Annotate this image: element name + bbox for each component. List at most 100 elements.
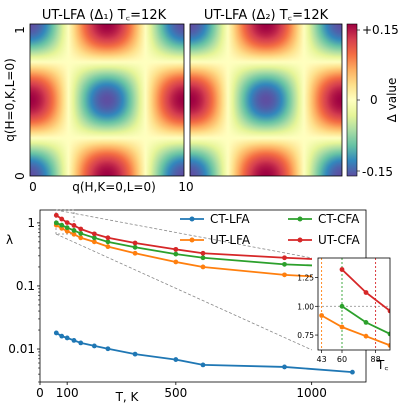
inset-axes: 43 60 88 0.75 1.00 1.25 bbox=[297, 274, 380, 364]
point-ct-lfa bbox=[350, 369, 355, 375]
line-chart-xlabel: T, K bbox=[115, 390, 140, 404]
point-ct-cfa bbox=[71, 227, 77, 233]
point-ct-cfa bbox=[173, 251, 179, 257]
inset-point-ut-cfa bbox=[363, 290, 369, 295]
inset-background bbox=[312, 258, 392, 350]
inset-frame bbox=[317, 257, 391, 351]
inset-ytick-label-1: 1.00 bbox=[297, 302, 314, 311]
point-ct-lfa bbox=[53, 330, 59, 336]
xtick-label-100: 100 bbox=[56, 386, 79, 400]
heatmap1-ytick-top: 1 bbox=[13, 26, 27, 34]
heatmap1-image bbox=[30, 24, 184, 176]
xtick-label-0: 0 bbox=[36, 386, 44, 400]
inset-point-ct-cfa bbox=[387, 331, 390, 337]
point-ct-lfa bbox=[91, 343, 97, 349]
xtick-label-1000: 1000 bbox=[296, 386, 327, 400]
inset-point-ut-cfa bbox=[387, 308, 390, 314]
heatmap2-frame bbox=[189, 23, 343, 177]
inset-point-ct-cfa bbox=[363, 320, 369, 325]
colorbar-label: Δ value bbox=[385, 78, 399, 123]
point-ut-cfa bbox=[64, 220, 70, 226]
legend-marker-ct-lfa bbox=[189, 216, 195, 222]
point-ut-lfa bbox=[64, 228, 70, 234]
heatmap1-ylabel: q(H=0,K,L=0) bbox=[3, 58, 17, 142]
heatmap1-xtick-right: 10 bbox=[178, 180, 193, 194]
point-ut-lfa bbox=[91, 239, 97, 245]
legend-label-ut-cfa: UT-CFA bbox=[318, 233, 361, 247]
point-ut-lfa bbox=[105, 244, 111, 250]
point-ut-cfa bbox=[105, 235, 111, 241]
point-ut-cfa bbox=[200, 250, 206, 256]
heatmap2-image bbox=[190, 24, 342, 176]
inset-point-ut-cfa bbox=[339, 267, 345, 272]
point-ct-cfa bbox=[53, 220, 59, 226]
point-ct-lfa bbox=[59, 333, 65, 339]
heatmap1-xtick-left: 0 bbox=[29, 180, 37, 194]
ytick-label-1: 0.1 bbox=[16, 279, 35, 293]
legend-label-ct-lfa: CT-LFA bbox=[210, 212, 250, 226]
point-ut-cfa bbox=[53, 212, 59, 218]
inset-line-ut-lfa bbox=[321, 314, 390, 347]
point-ut-cfa bbox=[173, 246, 179, 252]
inset-point-ct-cfa bbox=[339, 303, 345, 309]
inset-point-ut-lfa bbox=[319, 313, 324, 318]
point-ct-lfa bbox=[64, 335, 70, 341]
legend-marker-ut-cfa bbox=[297, 237, 303, 243]
point-ct-lfa bbox=[105, 346, 111, 352]
point-ct-lfa bbox=[71, 337, 77, 343]
heatmap1-ytick-bottom: 0 bbox=[13, 172, 27, 180]
point-ct-cfa bbox=[105, 239, 111, 245]
point-ut-lfa bbox=[173, 259, 179, 265]
inset-plot bbox=[318, 258, 390, 350]
legend-label-ct-cfa: CT-CFA bbox=[318, 212, 360, 226]
inset-point-ut-lfa bbox=[363, 333, 369, 339]
inset-point-ut-lfa bbox=[387, 343, 390, 348]
point-ct-cfa bbox=[64, 225, 70, 231]
point-ut-cfa bbox=[59, 216, 65, 222]
point-ut-lfa bbox=[200, 264, 206, 270]
inset-xtick-label-60: 60 bbox=[337, 355, 347, 364]
legend-marker-ct-cfa bbox=[297, 216, 303, 222]
point-ct-cfa bbox=[59, 222, 65, 228]
xtick-label-500: 500 bbox=[164, 386, 187, 400]
ytick-label-2: 1 bbox=[27, 216, 35, 230]
colorbar-tick-label-top: +0.15 bbox=[362, 23, 399, 37]
point-ut-cfa bbox=[282, 255, 287, 261]
zoom-guide-upper bbox=[55, 209, 313, 259]
point-ct-cfa bbox=[282, 261, 287, 267]
colorbar bbox=[346, 23, 358, 177]
ytick-label-0: 0.01 bbox=[8, 342, 35, 356]
inset-xlabel: T꜀ bbox=[376, 358, 388, 372]
point-ut-lfa bbox=[132, 250, 138, 256]
point-ct-cfa bbox=[78, 231, 84, 236]
heatmap1-xlabel: q(H,K=0,L=0) bbox=[72, 180, 156, 194]
point-ct-lfa bbox=[282, 364, 287, 370]
legend-marker-ut-lfa bbox=[189, 237, 195, 243]
inset-xtick-label-43: 43 bbox=[317, 355, 327, 364]
point-ct-lfa bbox=[78, 340, 84, 346]
inset-ytick-label-0: 0.75 bbox=[297, 331, 314, 340]
inset-ytick-label-2: 1.25 bbox=[297, 274, 314, 283]
point-ct-cfa bbox=[200, 255, 206, 261]
line-chart-axes: 0 100 500 1000 0.01 0.1 1 bbox=[8, 216, 327, 400]
point-ut-lfa bbox=[282, 272, 287, 278]
heatmap1-title: UT-LFA (Δ₁) T꜀=12K bbox=[42, 8, 167, 23]
point-ct-cfa bbox=[132, 244, 138, 250]
inset-xtick-label-88: 88 bbox=[371, 355, 381, 364]
point-ut-cfa bbox=[91, 231, 97, 237]
heatmap1-frame bbox=[29, 23, 185, 177]
legend: CT-LFA UT-LFA CT-CFA UT-CFA bbox=[180, 212, 361, 247]
line-chart-ylabel: λ bbox=[6, 233, 13, 247]
heatmap2-title: UT-LFA (Δ₂) T꜀=12K bbox=[204, 8, 329, 23]
point-ut-lfa bbox=[78, 235, 84, 241]
colorbar-tick-label-bottom: -0.15 bbox=[362, 165, 393, 179]
point-ut-cfa bbox=[71, 223, 77, 228]
point-ct-lfa bbox=[200, 362, 206, 368]
point-ut-lfa bbox=[71, 231, 77, 237]
zoom-guide-lower bbox=[55, 233, 313, 351]
inset-point-ut-lfa bbox=[339, 324, 345, 330]
line-chart-series bbox=[53, 212, 355, 375]
legend-label-ut-lfa: UT-LFA bbox=[210, 233, 251, 247]
colorbar-tick-label-mid: 0 bbox=[370, 93, 378, 107]
